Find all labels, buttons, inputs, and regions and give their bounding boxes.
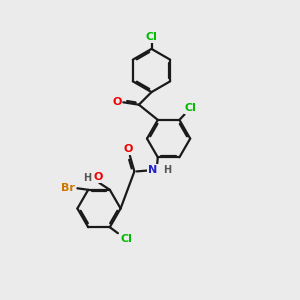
- Text: Br: Br: [61, 183, 75, 193]
- Text: Cl: Cl: [121, 234, 133, 244]
- Text: H: H: [83, 173, 92, 183]
- Text: Cl: Cl: [146, 32, 158, 42]
- Text: O: O: [93, 172, 103, 182]
- Text: Cl: Cl: [184, 103, 196, 113]
- Text: H: H: [163, 165, 171, 175]
- Text: N: N: [148, 165, 158, 175]
- Text: O: O: [124, 144, 133, 154]
- Text: O: O: [112, 97, 122, 107]
